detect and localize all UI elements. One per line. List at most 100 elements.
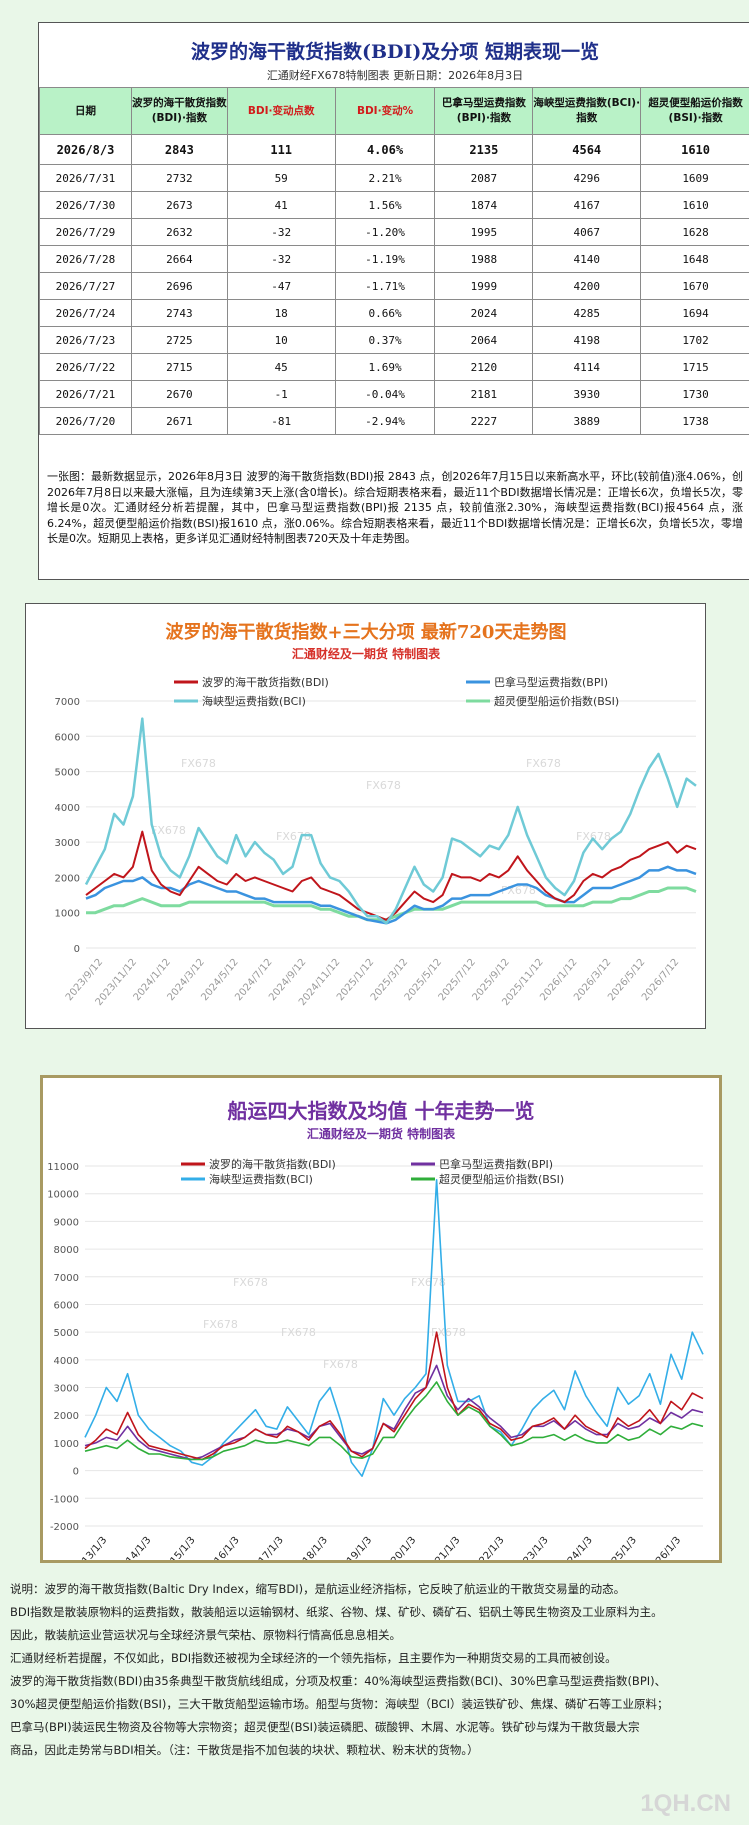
cell-bpi: 1874 [434,191,534,219]
cell-bci: 4296 [532,164,642,192]
cell-bpi: 1995 [434,218,534,246]
cell-bci: 4200 [532,272,642,300]
col-header-bci: 海峡型运费指数(BCI)·指数 [532,87,642,135]
chart-720-day: 波罗的海干散货指数+三大分项 最新720天走势图 汇通财经及一期货 特制图表 0 10… [25,603,706,1029]
cell-bdi-change: 45 [226,353,336,381]
chart-ten-year: 船运四大指数及均值 十年走势一览 汇通财经及一期货 特制图表 -2000 -1000 0… [40,1075,722,1563]
cell-bsi: 1694 [640,299,749,327]
table-header-row: 日期 波罗的海干散货指数(BDI)·指数 BDI·变动点数 BDI·变动% 巴拿… [39,87,749,135]
y-tick-label: 3000 [55,838,80,849]
description-line: 说明：波罗的海干散货指数(Baltic Dry Index，缩写BDI)，是航运… [10,1582,626,1596]
table-note: 一张图：最新数据显示，2026年8月3日 波罗的海干散货指数(BDI)报 284… [47,470,743,545]
col-header-bdi-change: BDI·变动点数 [226,87,336,135]
watermark-text: FX678 [431,1326,466,1339]
col-header-bpi: 巴拿马型运费指数(BPI)·指数 [434,87,534,135]
cell-bdi-change: 41 [226,191,336,219]
watermark-text: FX678 [151,824,186,837]
cell-bsi: 1715 [640,353,749,381]
cell-bdi: 2843 [130,134,228,165]
cell-bci: 4564 [532,134,642,165]
cell-bci: 4285 [532,299,642,327]
watermark-text: FX678 [526,757,561,770]
legend-label-bsi: 超灵便型船运价指数(BSI) [439,1172,564,1186]
x-tick-label: 2013/1/3 [72,1535,109,1560]
table-row: 2026/8/3 2843 111 4.06% 2135 4564 1610 [39,134,749,165]
table-title: 波罗的海干散货指数(BDI)及分项 短期表现一览 [190,41,600,63]
watermark-text: FX678 [181,757,216,770]
x-tick-label: 2024/1/3 [558,1535,595,1560]
bdi-table: 日期 波罗的海干散货指数(BDI)·指数 BDI·变动点数 BDI·变动% 巴拿… [39,87,749,435]
y-tick-label: 8000 [54,1245,79,1256]
table-row: 2026/7/23 2725 10 0.37% 2064 4198 1702 [39,326,749,354]
cell-bdi-change-pct: 4.06% [334,134,436,165]
cell-bpi: 2024 [434,299,534,327]
y-tick-label: 0 [73,1467,79,1478]
cell-bdi-change-pct: 1.69% [334,353,436,381]
x-tick-label: 2016/1/3 [204,1535,241,1560]
series-line-bdi [84,1331,704,1461]
cell-bdi-change-pct: 0.66% [334,299,436,327]
y-tick-label: 5000 [54,1328,79,1339]
cell-bdi: 2664 [130,245,228,273]
col-header-date: 日期 [39,87,132,135]
table-row: 2026/7/21 2670 -1 -0.04% 2181 3930 1730 [39,380,749,408]
cell-bdi-change: -32 [226,218,336,246]
y-tick-label: 11000 [47,1162,79,1173]
cell-date: 2026/7/29 [39,218,132,246]
description-line: 波罗的海干散货指数(BDI)由35条典型干散货航线组成，分项及权重：40%海峡型… [10,1674,667,1688]
cell-bpi: 2120 [434,353,534,381]
cell-bpi: 1999 [434,272,534,300]
watermark-text: FX678 [366,779,401,792]
cell-bpi: 2181 [434,380,534,408]
cell-bci: 3930 [532,380,642,408]
x-tick-label: 2018/1/3 [293,1535,330,1560]
cell-date: 2026/7/24 [39,299,132,327]
description-line: 巴拿马(BPI)装运民生物资及谷物等大宗物资；超灵便型(BSI)装运磷肥、碳酸钾… [10,1720,640,1734]
cell-date: 2026/7/20 [39,407,132,435]
cell-bci: 3889 [532,407,642,435]
cell-bdi-change-pct: 1.56% [334,191,436,219]
cell-bsi: 1670 [640,272,749,300]
legend-label-bpi: 巴拿马型运费指数(BPI) [439,1157,553,1171]
cell-bci: 4067 [532,218,642,246]
y-tick-label: 10000 [47,1190,79,1201]
y-tick-label: 2000 [55,873,80,884]
y-tick-label: 6000 [55,732,80,743]
table-row: 2026/7/29 2632 -32 -1.20% 1995 4067 1628 [39,218,749,246]
watermark-text: FX678 [411,1276,446,1289]
x-tick-label: 2019/1/3 [337,1535,374,1560]
cell-bdi-change-pct: -2.94% [334,407,436,435]
description-line: 因此，散装航运业营运状况与全球经济景气荣枯、原物料行情高低息息相关。 [10,1628,401,1642]
cell-bdi-change: -32 [226,245,336,273]
cell-bdi: 2715 [130,353,228,381]
description-line: 30%超灵便型船运价指数(BSI)，三大干散货船型运输市场。船型与货物：海峡型（… [10,1697,669,1711]
cell-bdi: 2671 [130,407,228,435]
cell-date: 2026/7/23 [39,326,132,354]
table-body: 2026/8/3 2843 111 4.06% 2135 4564 1610 2026/7/3… [39,134,749,435]
y-tick-label: 4000 [55,803,80,814]
x-tick-label: 2026/1/3 [646,1535,683,1560]
col-header-bsi: 超灵便型船运价指数(BSI)·指数 [640,87,749,135]
description-block: 说明：波罗的海干散货指数(Baltic Dry Index，缩写BDI)，是航运… [10,1578,745,1762]
cell-bdi-change: -47 [226,272,336,300]
legend-label-bdi: 波罗的海干散货指数(BDI) [209,1157,336,1171]
x-tick-label: 2022/1/3 [469,1535,506,1560]
y-tick-label: 7000 [55,697,80,708]
cell-bci: 4167 [532,191,642,219]
y-tick-label: 9000 [54,1217,79,1228]
cell-bdi-change: -81 [226,407,336,435]
cell-bdi-change: 18 [226,299,336,327]
cell-bdi-change-pct: -1.20% [334,218,436,246]
cell-bpi: 2087 [434,164,534,192]
table-row: 2026/7/31 2732 59 2.21% 2087 4296 1609 [39,164,749,192]
cell-bsi: 1628 [640,218,749,246]
watermark-text: FX678 [276,830,311,843]
cell-bsi: 1648 [640,245,749,273]
col-header-bdi-change-pct: BDI·变动% [334,87,436,135]
cell-bdi: 2673 [130,191,228,219]
cell-bdi-change: -1 [226,380,336,408]
cell-bdi-change-pct: -1.71% [334,272,436,300]
watermark-text: FX678 [203,1318,238,1331]
y-tick-label: -2000 [50,1522,79,1533]
